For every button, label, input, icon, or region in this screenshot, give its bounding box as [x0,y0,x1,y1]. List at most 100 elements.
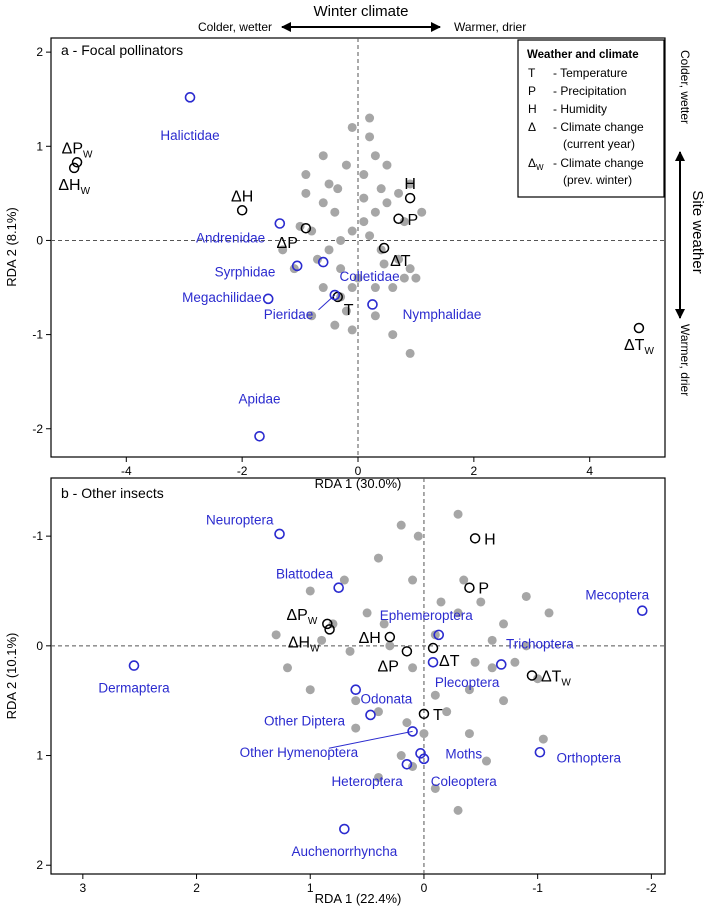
site-point [307,226,317,236]
weather-marker-delta-p [300,222,312,234]
weather-marker-t [418,708,430,720]
site-point [385,641,395,651]
panel-a-x-tick-label: 2 [471,464,478,478]
weather-marker-p [464,582,475,593]
site-point [379,259,389,269]
panel-a-x-tick-label: -2 [237,464,248,478]
legend-box [517,39,665,198]
site-point [370,151,380,161]
taxon-label-trichoptera: Trichoptera [506,637,574,652]
taxon-label-auchenorrhyncha: Auchenorrhyncha [291,844,397,859]
site-point [405,348,415,358]
site-point [336,292,346,302]
weather-marker-delta-h [384,631,396,643]
taxon-marker-orthoptera [534,746,546,758]
panel-a-zero-lines [51,38,665,457]
weather-label-main: ΔP [286,607,307,624]
site-point [382,160,392,170]
panel-b-x-tick-label: 3 [79,881,86,895]
panel-b-y-axis-label: RDA 2 (10.1%) [4,633,19,720]
weather-label-main: ΔT [624,337,645,354]
site-point [382,198,392,208]
taxon-marker-neuroptera [274,528,285,540]
taxon-label-dermaptera: Dermaptera [98,681,170,696]
site-point [359,170,369,180]
site-point [301,170,311,180]
site-point [388,330,398,340]
weather-label-delta-t: ΔT [390,253,411,270]
taxon-label-neuroptera: Neuroptera [206,513,274,528]
weather-label-p: P [478,581,489,598]
taxon-label-ephemeroptera: Ephemeroptera [380,608,474,623]
panel-a-title: a - Focal pollinators [61,42,183,58]
weather-marker-h [469,533,481,544]
weather-marker-delta-t-w [633,322,645,334]
site-point [330,320,340,330]
legend-symbol-delta-w-sub: W [536,163,544,172]
taxon-marker-pieridae [329,289,341,301]
panel-b-site-points [271,509,554,815]
site-point [324,179,334,189]
site-point [430,690,440,700]
legend-text-t: - Temperature [553,66,628,80]
panel-a-y-tick-label: -1 [32,328,43,342]
site-point [476,597,486,607]
site-point [487,663,497,673]
site-point [353,273,363,283]
legend-symbol-delta-w-main: Δ [528,156,536,170]
site-point [278,245,288,255]
taxon-label-blattodea: Blattodea [276,566,334,581]
weather-legend: Weather and climate T - Temperature P - … [517,39,665,198]
panel-b-axis-ticks: 3 2 1 0 -1 -2 -1 0 1 2 [32,529,657,895]
site-point [336,264,346,274]
weather-marker-delta-t [378,242,390,254]
site-point [295,221,305,231]
panel-a-x-tick-label: 0 [355,464,362,478]
site-point [365,132,375,142]
weather-label-main: P [408,212,419,229]
panel-a-y-tick-label: 2 [36,45,43,59]
taxon-label-moths: Moths [445,746,482,761]
taxon-label-other-diptera: Other Diptera [264,713,346,728]
site-point [408,575,418,585]
weather-label-delta-h: ΔH [359,630,381,647]
taxon-marker-dermaptera [128,660,140,671]
site-point [481,756,491,766]
site-point [341,306,351,316]
site-point [521,591,531,601]
site-point [347,325,357,335]
panel-b-other-insects: b - Other insects RDA 1 (22.4%) RDA 2 (1… [4,477,666,906]
legend-symbol-delta-w: ΔW [528,156,544,172]
taxon-marker-odonata [350,684,362,696]
weather-label-delta-h-w: ΔHW [288,634,320,654]
panel-b-zero-lines [51,478,665,874]
weather-marker-delta-t [427,642,439,654]
site-point [370,207,380,217]
panel-a-x-axis-label: RDA 1 (30.0%) [315,476,402,491]
weather-label-main: T [433,707,443,724]
weather-label-subscript: W [308,616,318,627]
site-point [408,761,418,771]
weather-label-subscript: W [83,149,93,160]
taxon-label-megachilidae: Megachilidae [182,290,262,305]
weather-marker-delta-p-w [322,618,333,630]
taxon-label-syrphidae: Syrphidae [215,265,276,280]
weather-label-main: ΔT [541,668,562,685]
taxon-label-nymphalidae: Nymphalidae [403,307,482,322]
site-point [394,254,404,264]
weather-label-delta-t-w: ΔTW [541,668,571,688]
site-point [396,520,406,530]
weather-label-delta-p-w: ΔPW [62,140,93,160]
taxon-label-other-hymenoptera: Other Hymenoptera [240,745,359,760]
panel-b-x-tick-label: 1 [307,881,314,895]
weather-marker-delta-h-w [68,162,80,174]
site-point [345,646,355,656]
site-point [544,608,554,618]
legend-text-delta-w-line2: (prev. winter) [563,173,632,187]
site-point [336,235,346,245]
site-point [510,657,520,667]
site-point [312,254,322,264]
taxon-marker-halictidae [184,92,196,103]
weather-label-main: ΔH [58,177,80,194]
site-point [351,696,361,706]
